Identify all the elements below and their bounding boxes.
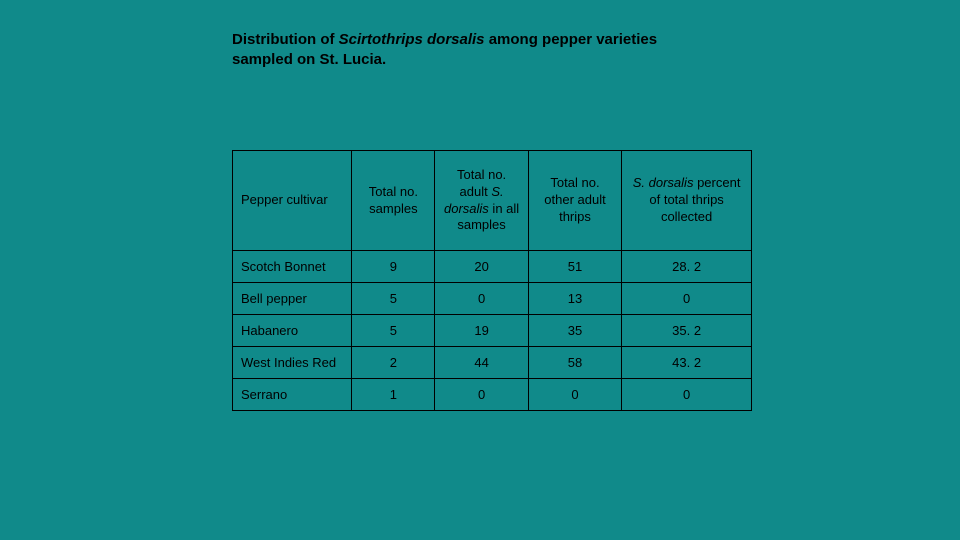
col-header-percent: S. dorsalis percent of total thrips coll… — [622, 151, 752, 251]
cell-samples: 2 — [352, 347, 435, 379]
cell-sd: 44 — [435, 347, 528, 379]
table-body: Scotch Bonnet 9 20 51 28. 2 Bell pepper … — [233, 251, 752, 411]
cell-cultivar: Scotch Bonnet — [233, 251, 352, 283]
cell-pct: 0 — [622, 379, 752, 411]
cell-pct: 43. 2 — [622, 347, 752, 379]
table-row: Bell pepper 5 0 13 0 — [233, 283, 752, 315]
cell-samples: 5 — [352, 283, 435, 315]
cell-other: 58 — [528, 347, 621, 379]
table-row: Habanero 5 19 35 35. 2 — [233, 315, 752, 347]
col-header-pct-italic: S. dorsalis — [633, 175, 694, 190]
cell-pct: 28. 2 — [622, 251, 752, 283]
col-header-cultivar: Pepper cultivar — [233, 151, 352, 251]
col-header-samples: Total no. samples — [352, 151, 435, 251]
cell-cultivar: West Indies Red — [233, 347, 352, 379]
table-row: Serrano 1 0 0 0 — [233, 379, 752, 411]
cell-cultivar: Bell pepper — [233, 283, 352, 315]
table: Pepper cultivar Total no. samples Total … — [232, 150, 752, 411]
cell-samples: 9 — [352, 251, 435, 283]
table-header-row: Pepper cultivar Total no. samples Total … — [233, 151, 752, 251]
cell-sd: 0 — [435, 283, 528, 315]
cell-sd: 0 — [435, 379, 528, 411]
col-header-sdorsalis: Total no. adult S. dorsalis in all sampl… — [435, 151, 528, 251]
col-header-other: Total no. other adult thrips — [528, 151, 621, 251]
cell-cultivar: Habanero — [233, 315, 352, 347]
cell-samples: 5 — [352, 315, 435, 347]
table-row: West Indies Red 2 44 58 43. 2 — [233, 347, 752, 379]
cell-pct: 0 — [622, 283, 752, 315]
cell-pct: 35. 2 — [622, 315, 752, 347]
cell-other: 13 — [528, 283, 621, 315]
cell-other: 35 — [528, 315, 621, 347]
title-species: Scirtothrips dorsalis — [339, 31, 485, 48]
cell-other: 51 — [528, 251, 621, 283]
distribution-table: Pepper cultivar Total no. samples Total … — [232, 150, 752, 411]
cell-cultivar: Serrano — [233, 379, 352, 411]
cell-sd: 20 — [435, 251, 528, 283]
cell-samples: 1 — [352, 379, 435, 411]
title-prefix: Distribution of — [232, 31, 339, 48]
cell-sd: 19 — [435, 315, 528, 347]
page-title: Distribution of Scirtothrips dorsalis am… — [232, 30, 712, 71]
cell-other: 0 — [528, 379, 621, 411]
table-row: Scotch Bonnet 9 20 51 28. 2 — [233, 251, 752, 283]
